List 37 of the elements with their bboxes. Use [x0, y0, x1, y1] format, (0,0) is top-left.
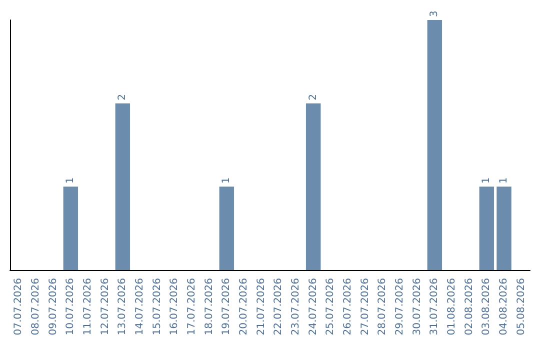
- data-label: 1: [65, 177, 76, 184]
- x-tick-label: 18.07.2026: [204, 278, 215, 336]
- x-tick-label: 26.07.2026: [342, 278, 354, 336]
- x-tick-label: 31.07.2026: [429, 278, 440, 336]
- data-label: 1: [481, 177, 492, 184]
- x-tick-label: 11.07.2026: [82, 278, 94, 336]
- x-tick-label: 15.07.2026: [152, 278, 163, 336]
- x-tick-label: 08.07.2026: [30, 278, 42, 336]
- data-label: 2: [308, 94, 319, 100]
- x-tick-label: 27.07.2026: [360, 278, 371, 336]
- x-tick-label: 04.08.2026: [498, 278, 510, 336]
- x-tick-label: 16.07.2026: [169, 278, 180, 336]
- x-tick-label: 05.08.2026: [516, 278, 527, 336]
- x-tick-label: 19.07.2026: [221, 278, 232, 336]
- x-tick-label: 17.07.2026: [186, 278, 198, 336]
- x-tick-label: 25.07.2026: [325, 278, 336, 336]
- x-tick-label: 23.07.2026: [290, 278, 302, 336]
- x-tick-label: 24.07.2026: [308, 278, 319, 336]
- x-tick-label: 10.07.2026: [65, 278, 76, 336]
- x-tick-label: 21.07.2026: [256, 278, 267, 336]
- x-tick-label: 30.07.2026: [412, 278, 423, 336]
- x-tick-label: 29.07.2026: [394, 278, 406, 336]
- data-label: 1: [498, 177, 510, 184]
- x-tick-label: 22.07.2026: [273, 278, 284, 336]
- x-tick-label: 09.07.2026: [48, 278, 59, 336]
- data-label: 3: [429, 10, 440, 17]
- x-tick-label: 13.07.2026: [117, 278, 128, 336]
- x-tick-label: 03.08.2026: [481, 278, 492, 336]
- data-label: 1: [221, 177, 232, 184]
- x-tick-label: 07.07.2026: [13, 278, 24, 336]
- data-label: 2: [117, 94, 128, 100]
- x-tick-label: 28.07.2026: [377, 278, 388, 336]
- x-tick-label: 14.07.2026: [134, 278, 146, 336]
- x-tick-label: 01.08.2026: [446, 278, 458, 336]
- x-tick-label: 02.08.2026: [464, 278, 475, 336]
- x-tick-label: 12.07.2026: [100, 278, 111, 336]
- x-tick-label: 20.07.2026: [238, 278, 250, 336]
